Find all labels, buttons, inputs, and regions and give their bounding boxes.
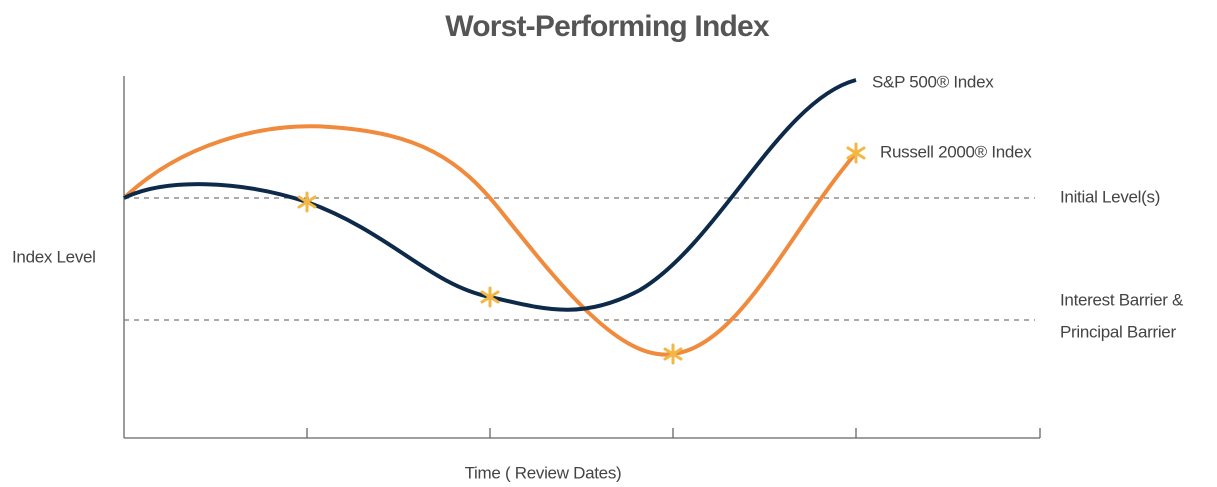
level-lines (124, 197, 1035, 321)
russell-line (122, 124, 858, 357)
level-label: Principal Barrier (1060, 322, 1176, 341)
level-label: Interest Barrier & (1060, 290, 1184, 309)
level-label: Initial Level(s) (1060, 187, 1160, 206)
axes (123, 76, 1041, 439)
line-label: Russell 2000® Index (880, 142, 1032, 161)
sp500-line (123, 78, 857, 312)
line-label: S&P 500® Index (872, 72, 994, 91)
x-axis-label: Time ( Review Dates) (465, 463, 622, 482)
y-axis-label: Index Level (12, 247, 96, 266)
review-markers (297, 142, 866, 365)
title: Worst-Performing Index (445, 10, 770, 43)
